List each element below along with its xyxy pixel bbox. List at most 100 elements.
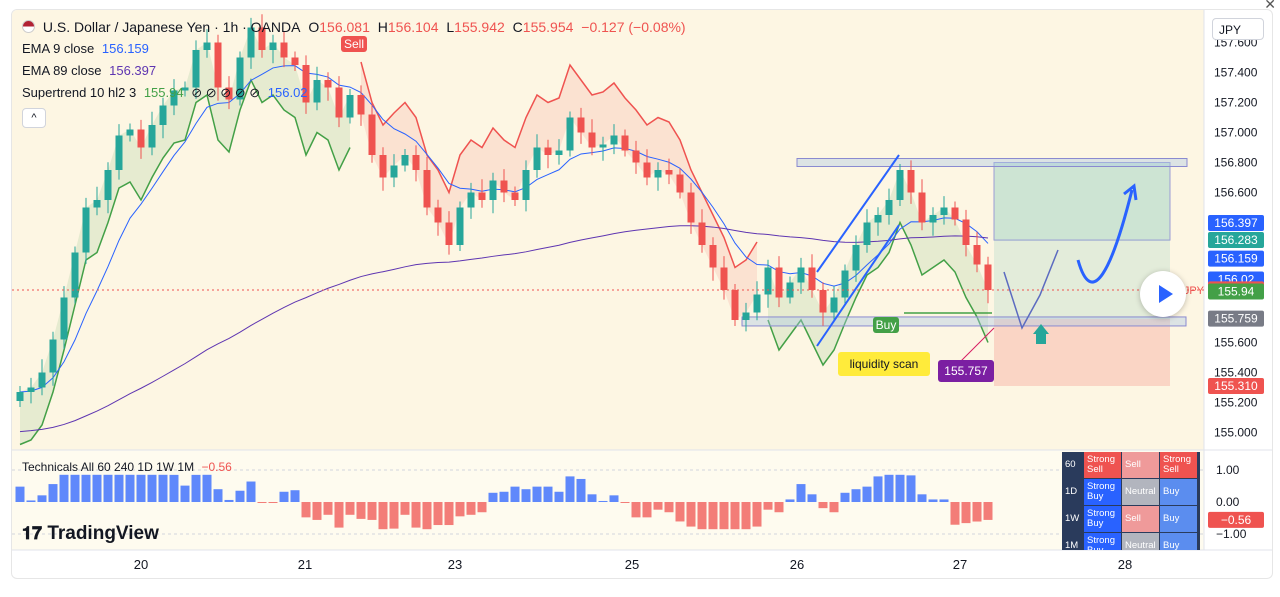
candle-body xyxy=(808,267,816,290)
tech-bar xyxy=(851,489,861,502)
rating-cell: Buy xyxy=(1160,479,1197,505)
tradingview-logo[interactable]: 𝟏𝟕 TradingView xyxy=(22,523,159,545)
liquidity-price-label-box xyxy=(938,360,994,382)
tech-bar xyxy=(312,502,322,520)
candle-body xyxy=(412,155,420,170)
candle-body xyxy=(467,192,475,208)
price-tick: 156.800 xyxy=(1214,156,1258,170)
price-tick: 155.000 xyxy=(1214,426,1258,440)
tech-bar xyxy=(169,474,179,502)
tech-bar xyxy=(59,474,69,502)
time-tick: 21 xyxy=(298,557,312,572)
candle-body xyxy=(324,80,332,88)
tech-bar xyxy=(664,502,674,513)
candle-body xyxy=(852,245,860,271)
tech-bar xyxy=(961,502,971,524)
candle-body xyxy=(665,170,673,175)
close-icon[interactable]: ✕ xyxy=(1264,0,1276,12)
tech-bar xyxy=(26,500,36,502)
liquidity-scan-label: liquidity scan xyxy=(850,357,919,371)
candle-body xyxy=(698,222,706,245)
candle-body xyxy=(533,147,541,170)
open-label: O xyxy=(308,19,320,35)
tech-bar xyxy=(323,502,333,515)
candle-body xyxy=(940,207,948,215)
tech-bar xyxy=(752,502,762,527)
low-label: L xyxy=(446,19,455,35)
currency-button[interactable]: JPY xyxy=(1212,18,1264,40)
technicals-histogram xyxy=(12,469,1204,535)
arrow-head-icon xyxy=(1123,183,1138,201)
rating-cell: Strong Sell xyxy=(1160,452,1197,478)
tech-bar xyxy=(796,484,806,502)
technicals-row: 1W Strong Buy Sell Buy xyxy=(1062,506,1200,532)
candle-body xyxy=(797,267,805,283)
price-label-box xyxy=(1208,232,1264,249)
tech-tick: −1.00 xyxy=(1216,527,1247,541)
candle-body xyxy=(687,192,695,223)
candle-body xyxy=(566,117,574,151)
take-profit-zone xyxy=(993,162,1171,241)
tech-bar xyxy=(158,474,168,502)
price-label: 156.397 xyxy=(1214,216,1258,230)
candle-body xyxy=(401,155,409,166)
tech-bar xyxy=(609,495,619,502)
channel-line-lower xyxy=(816,224,900,347)
technicals-table: 60 Strong Sell Sell Strong Sell 1D Strong Buy… xyxy=(1062,452,1200,550)
time-tick: 26 xyxy=(790,557,804,572)
candle-body xyxy=(27,387,35,392)
technicals-legend[interactable]: Technicals All 60 240 1D 1W 1M −0.56 xyxy=(22,460,236,474)
tech-bar xyxy=(235,490,245,502)
tech-bar xyxy=(576,478,586,502)
candle-body xyxy=(896,170,904,200)
price-label-box xyxy=(1208,250,1264,267)
ema9-legend[interactable]: EMA 9 close 156.159 xyxy=(22,41,153,56)
tech-bar xyxy=(906,475,916,502)
tech-tick: 1.00 xyxy=(1216,463,1240,477)
time-axis: 20 21 23 25 26 27 28 xyxy=(134,557,1132,572)
collapse-legend-button[interactable]: ^ xyxy=(22,108,46,128)
tech-bar xyxy=(37,495,47,502)
tech-bar xyxy=(202,474,212,502)
candle-body xyxy=(610,135,618,145)
tech-bar xyxy=(422,502,432,530)
tech-bar xyxy=(477,502,487,513)
tech-bar xyxy=(939,499,949,502)
price-tick: 156.600 xyxy=(1214,186,1258,200)
tech-bar xyxy=(433,502,443,526)
candle-body xyxy=(335,87,343,118)
projection-arrow xyxy=(1076,189,1134,284)
high-value: 156.104 xyxy=(387,19,439,35)
tech-bar xyxy=(565,476,575,502)
tech-bar xyxy=(928,499,938,502)
time-tick: 23 xyxy=(448,557,462,572)
tech-bar xyxy=(345,502,355,515)
tech-bar xyxy=(675,502,685,522)
candle-body xyxy=(830,297,838,313)
stop-loss-zone xyxy=(994,318,1170,386)
technicals-row: 1D Strong Buy Neutral Buy xyxy=(1062,479,1200,505)
tech-bar xyxy=(862,486,872,502)
candle-body xyxy=(775,267,783,298)
chart-frame: Sell Buy liquidity scan 155.757 157.600 157.… xyxy=(11,9,1273,579)
candle-body xyxy=(346,95,354,118)
candle-body xyxy=(203,42,211,50)
ema9-label: EMA 9 close xyxy=(22,41,95,56)
rating-cell: Strong Sell xyxy=(1084,452,1121,478)
play-button[interactable] xyxy=(1140,271,1186,317)
tech-bar xyxy=(378,502,388,530)
candle-body xyxy=(115,135,123,170)
candle-body xyxy=(907,170,915,193)
tech-bar xyxy=(301,502,311,518)
candle-body xyxy=(71,252,79,298)
ema89-legend[interactable]: EMA 89 close 156.397 xyxy=(22,63,160,78)
candle-body xyxy=(423,170,431,208)
symbol-legend[interactable]: U.S. Dollar / Japanese Yen · 1h · OANDA … xyxy=(22,19,690,35)
supertrend-legend[interactable]: Supertrend 10 hl2 3 155.94 ⊘ ⊘ ⊘ ⊘ ⊘ 156… xyxy=(22,85,312,101)
supertrend-value-1: 155.94 xyxy=(143,85,184,100)
candle-body xyxy=(181,87,189,91)
tech-bar xyxy=(488,492,498,502)
candle-body xyxy=(379,155,387,178)
